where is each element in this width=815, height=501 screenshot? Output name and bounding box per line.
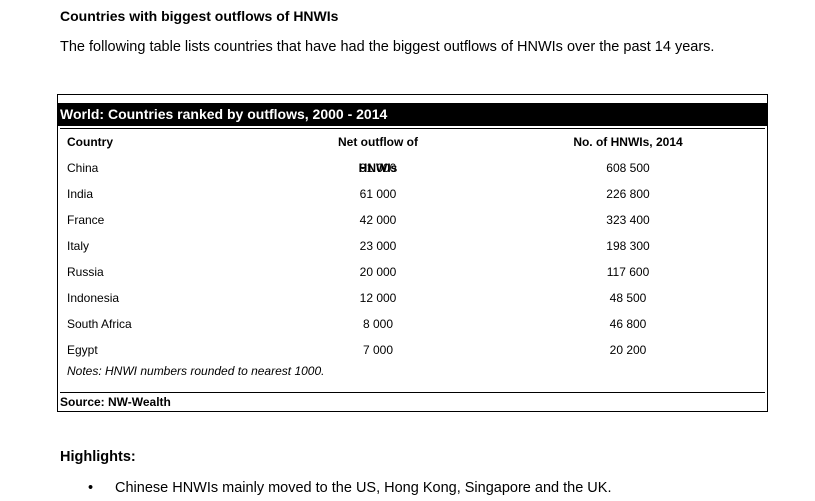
- outflows-table: World: Countries ranked by outflows, 200…: [57, 94, 768, 412]
- table-row: Indonesia 12 000 48 500: [60, 285, 765, 311]
- table-body: Country Net outflow of HNWIs No. of HNWI…: [60, 128, 765, 393]
- country-cell: Indonesia: [67, 291, 120, 305]
- outflow-cell: 7 000: [362, 343, 394, 357]
- column-header-outflow: Net outflow of HNWIs: [338, 135, 418, 175]
- hnwis-cell: 20 200: [609, 343, 647, 357]
- country-cell: Russia: [67, 265, 104, 279]
- table-row: India 61 000 226 800: [60, 181, 765, 207]
- table-row: France 42 000 323 400: [60, 207, 765, 233]
- outflow-cell: 91 000: [359, 161, 397, 175]
- bullet-icon: •: [88, 480, 94, 496]
- hnwis-cell: 226 800: [606, 187, 650, 201]
- country-cell: France: [67, 213, 105, 227]
- table-title: World: Countries ranked by outflows, 200…: [58, 103, 767, 126]
- hnwis-cell: 48 500: [609, 291, 647, 305]
- highlight-text: Chinese HNWIs mainly moved to the US, Ho…: [115, 480, 612, 496]
- outflow-cell: 23 000: [359, 239, 397, 253]
- table-header-row: Country Net outflow of HNWIs No. of HNWI…: [60, 129, 765, 175]
- country-cell: India: [67, 187, 94, 201]
- outflow-cell: 20 000: [359, 265, 397, 279]
- table-row: Russia 20 000 117 600: [60, 259, 765, 285]
- column-header-country: Country: [67, 135, 113, 149]
- table-source: Source: NW-Wealth: [60, 395, 171, 409]
- country-cell: China: [67, 161, 99, 175]
- table-row: South Africa 8 000 46 800: [60, 311, 765, 337]
- hnwis-cell: 117 600: [606, 265, 650, 279]
- hnwis-cell: 323 400: [606, 213, 650, 227]
- table-row: China 91 000 608 500: [60, 155, 765, 181]
- outflow-cell: 12 000: [359, 291, 397, 305]
- outflow-cell: 61 000: [359, 187, 397, 201]
- table-row: Egypt 7 000 20 200: [60, 337, 765, 363]
- section-heading: Countries with biggest outflows of HNWIs: [60, 8, 339, 24]
- table-row: Italy 23 000 198 300: [60, 233, 765, 259]
- outflow-cell: 8 000: [362, 317, 394, 331]
- intro-paragraph: The following table lists countries that…: [60, 39, 715, 55]
- hnwis-cell: 46 800: [609, 317, 647, 331]
- country-cell: Italy: [67, 239, 90, 253]
- country-cell: Egypt: [67, 343, 98, 357]
- hnwis-cell: 608 500: [606, 161, 650, 175]
- table-notes: Notes: HNWI numbers rounded to nearest 1…: [67, 364, 325, 378]
- outflow-cell: 42 000: [359, 213, 397, 227]
- highlights-heading: Highlights:: [60, 449, 136, 465]
- column-header-hnwis: No. of HNWIs, 2014: [573, 135, 683, 149]
- hnwis-cell: 198 300: [606, 239, 650, 253]
- country-cell: South Africa: [67, 317, 132, 331]
